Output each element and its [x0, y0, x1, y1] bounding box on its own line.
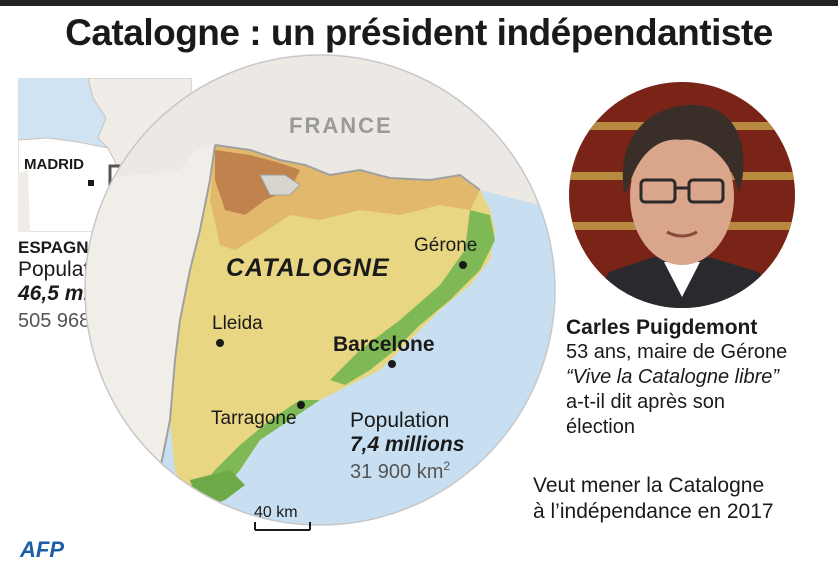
city-label-tarragone: Tarragone: [211, 408, 297, 429]
scale-bar: [254, 522, 311, 531]
spain-name: ESPAGNE: [18, 238, 100, 257]
barcelone-dot: [388, 360, 396, 368]
person-description: 53 ans, maire de Gérone: [566, 341, 788, 363]
portrait-photo: [569, 82, 795, 308]
catalogne-label: CATALOGNE: [226, 254, 390, 282]
city-label-lleida: Lleida: [212, 313, 263, 334]
goal-text: Veut mener la Catalogne à l’indépendance…: [533, 473, 774, 525]
person-quote: “Vive la Catalogne libre”: [566, 366, 780, 388]
catalonia-area: 31 900 km2: [350, 459, 451, 483]
madrid-dot: [88, 180, 94, 186]
afp-logo: AFP: [18, 537, 80, 565]
person-quote-line2: a-t-il dit après son: [566, 391, 725, 413]
top-rule: [0, 0, 838, 6]
catalonia-population-label: Population: [350, 409, 450, 432]
goal-line2: à l’indépendance en 2017: [533, 500, 774, 523]
page-title: Catalogne : un président indépendantiste: [65, 12, 773, 53]
goal-line1: Veut mener la Catalogne: [533, 474, 765, 497]
person-info: Carles Puigdemont 53 ans, maire de Géron…: [566, 316, 836, 440]
city-label-gerone: Gérone: [414, 235, 478, 256]
city-label-barcelone: Barcelone: [333, 333, 435, 356]
person-name: Carles Puigdemont: [566, 316, 758, 339]
catalonia-stats: Population 7,4 millions 31 900 km2: [350, 409, 464, 484]
tarragone-dot: [297, 401, 305, 409]
france-label: FRANCE: [289, 113, 393, 138]
madrid-label: MADRID: [24, 156, 84, 173]
afp-logo-text: AFP: [19, 538, 64, 560]
catalonia-population-value: 7,4 millions: [350, 433, 465, 456]
gerone-dot: [459, 261, 467, 269]
person-quote-line3: élection: [566, 416, 635, 438]
lleida-dot: [216, 339, 224, 347]
scale-label: 40 km: [254, 504, 298, 521]
